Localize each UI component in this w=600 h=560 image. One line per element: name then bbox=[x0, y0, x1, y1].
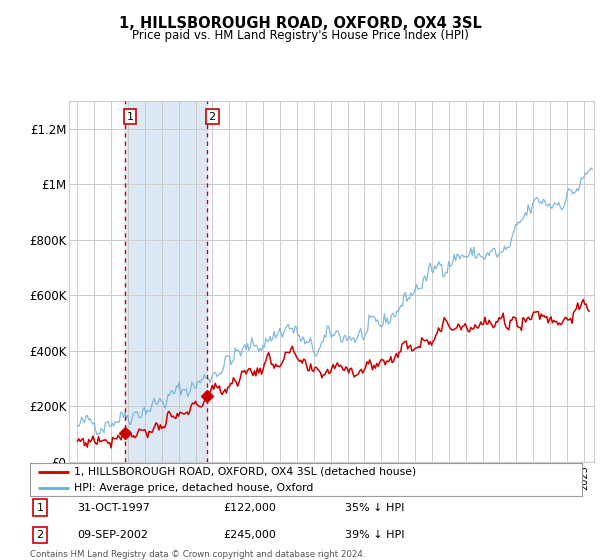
Text: 39% ↓ HPI: 39% ↓ HPI bbox=[344, 530, 404, 540]
Text: 1: 1 bbox=[37, 502, 43, 512]
Text: 31-OCT-1997: 31-OCT-1997 bbox=[77, 502, 150, 512]
Text: HPI: Average price, detached house, Oxford: HPI: Average price, detached house, Oxfo… bbox=[74, 483, 314, 493]
Text: 1: 1 bbox=[127, 111, 134, 122]
Text: 1, HILLSBOROUGH ROAD, OXFORD, OX4 3SL (detached house): 1, HILLSBOROUGH ROAD, OXFORD, OX4 3SL (d… bbox=[74, 466, 416, 477]
Text: £122,000: £122,000 bbox=[223, 502, 276, 512]
Text: 09-SEP-2002: 09-SEP-2002 bbox=[77, 530, 148, 540]
Text: Contains HM Land Registry data © Crown copyright and database right 2024.
This d: Contains HM Land Registry data © Crown c… bbox=[30, 550, 365, 560]
Text: 35% ↓ HPI: 35% ↓ HPI bbox=[344, 502, 404, 512]
Text: 1, HILLSBOROUGH ROAD, OXFORD, OX4 3SL: 1, HILLSBOROUGH ROAD, OXFORD, OX4 3SL bbox=[119, 16, 481, 31]
Text: 2: 2 bbox=[37, 530, 43, 540]
Text: Price paid vs. HM Land Registry's House Price Index (HPI): Price paid vs. HM Land Registry's House … bbox=[131, 29, 469, 42]
Bar bbox=[125, 101, 207, 462]
Text: 2: 2 bbox=[209, 111, 216, 122]
Text: £245,000: £245,000 bbox=[223, 530, 276, 540]
